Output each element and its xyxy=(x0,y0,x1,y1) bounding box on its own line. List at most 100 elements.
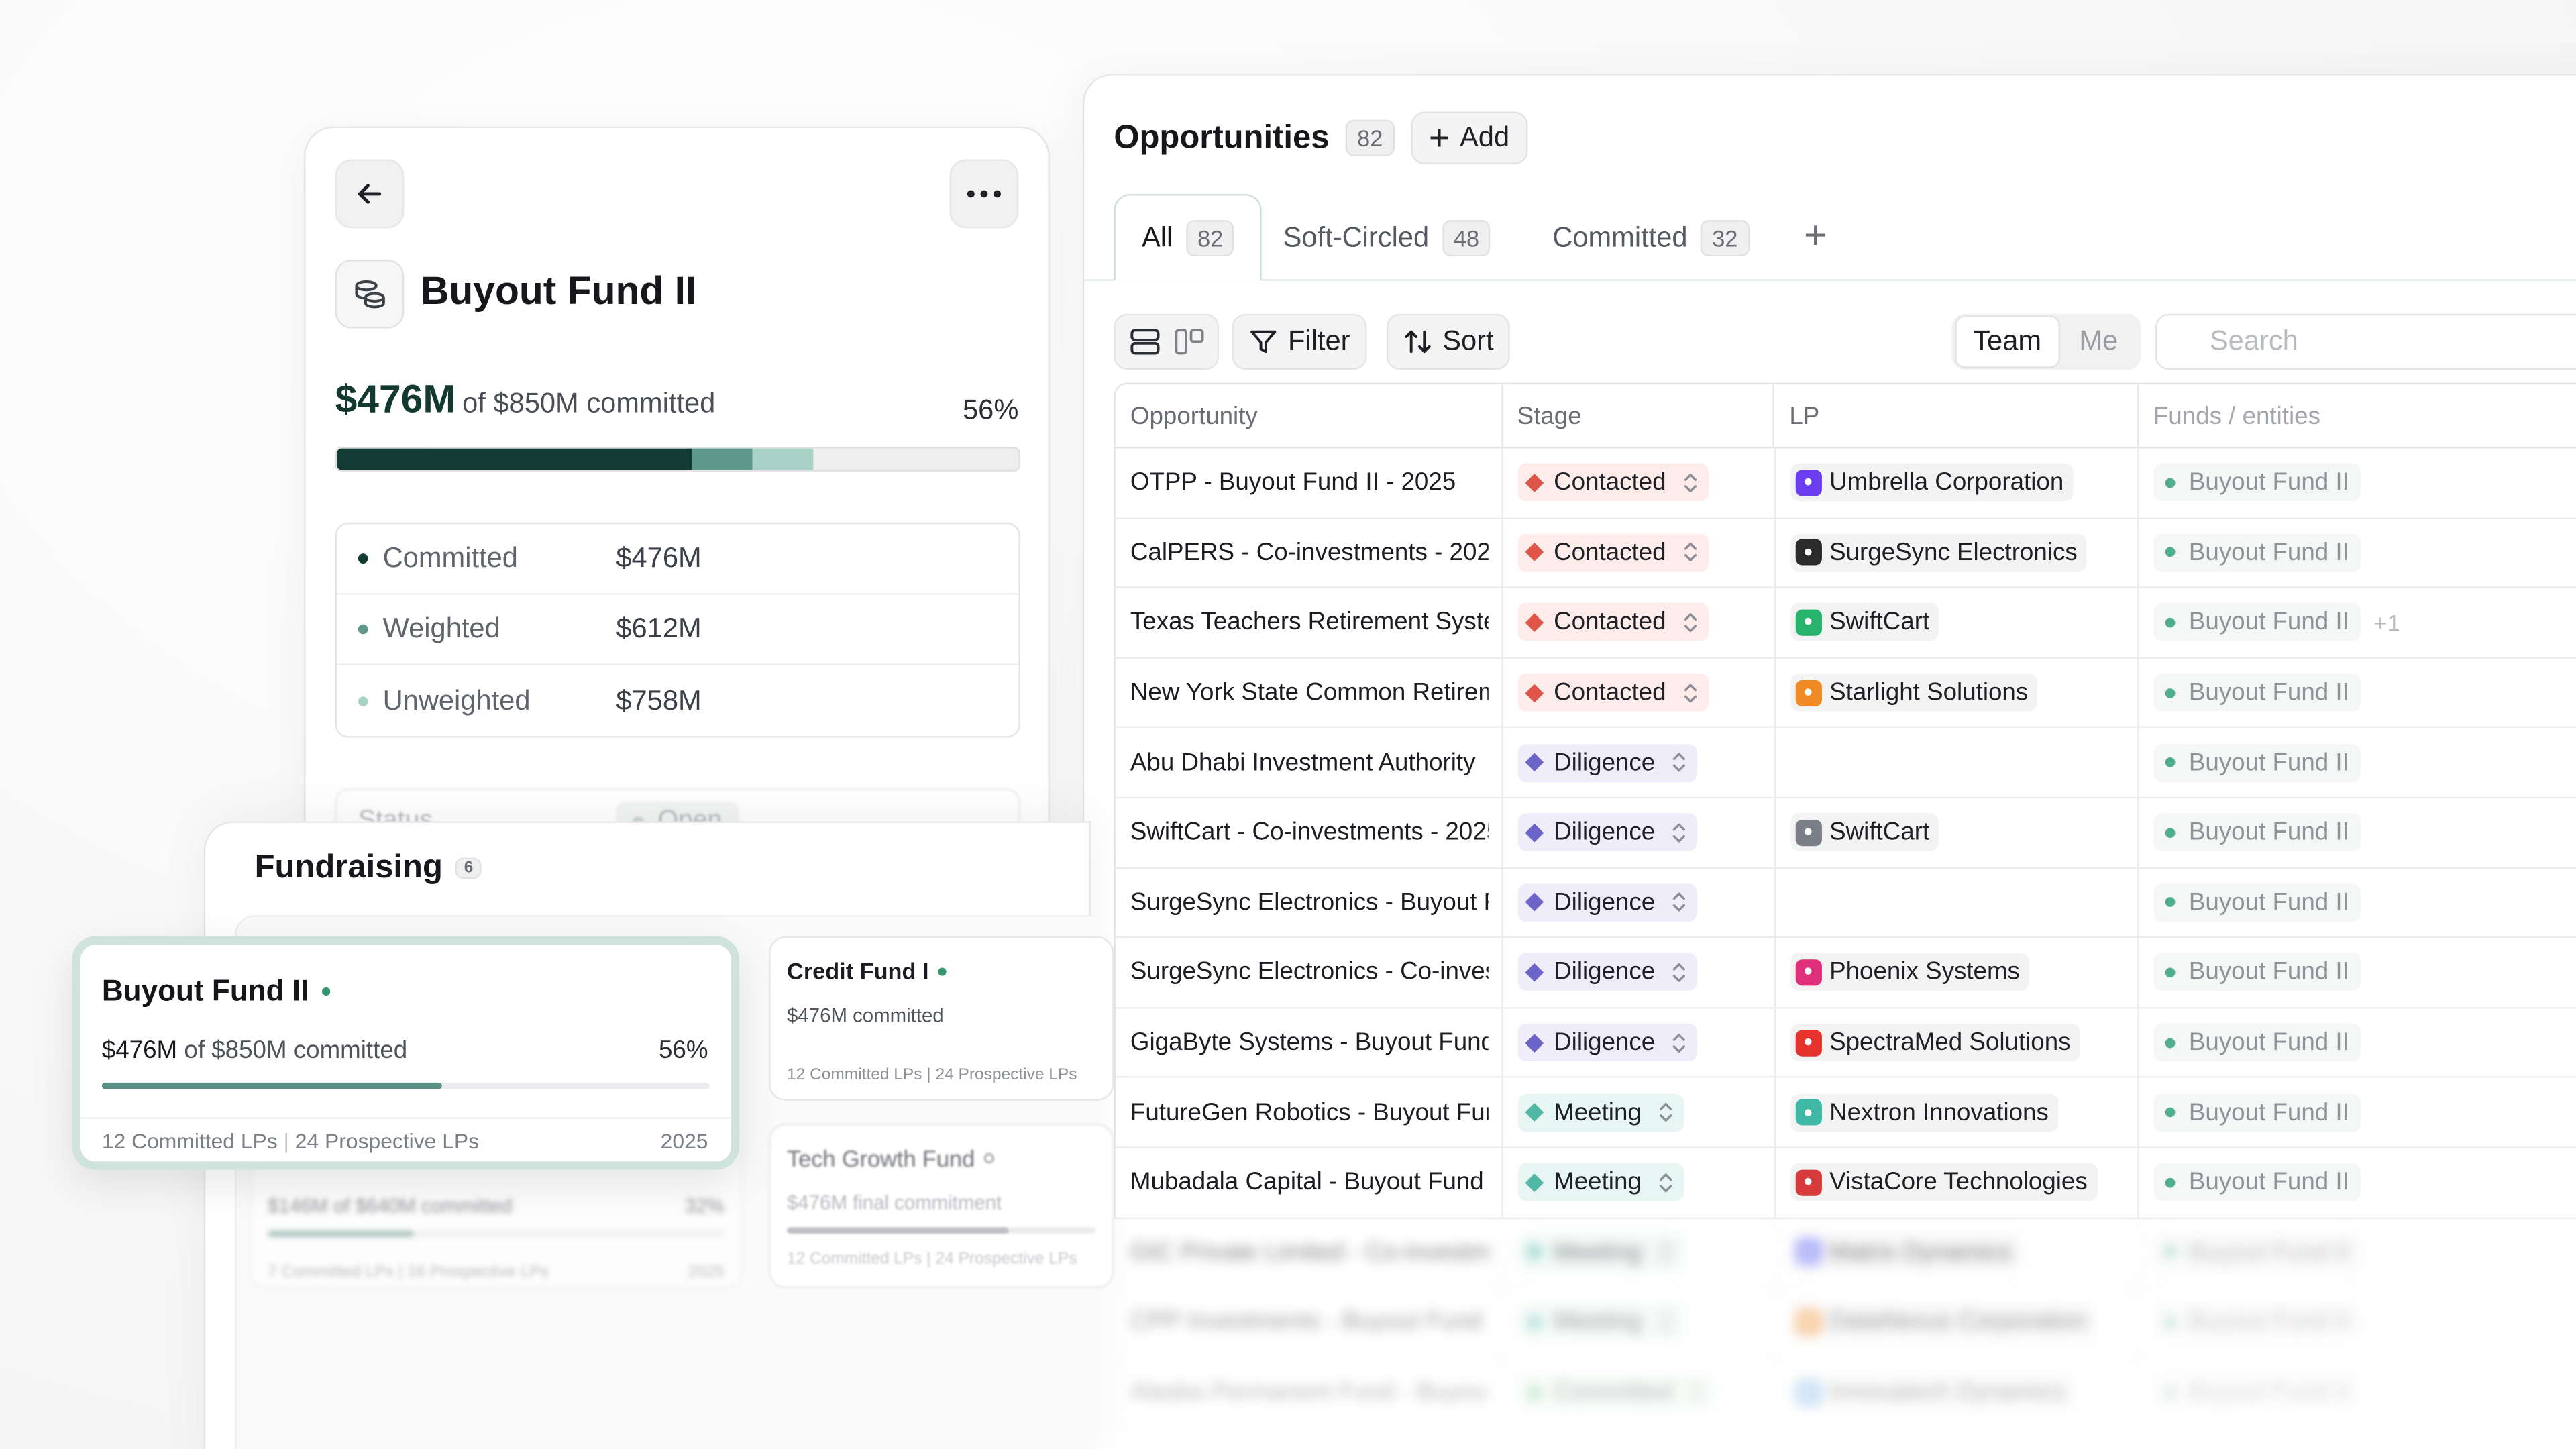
cell-opportunity[interactable]: Abu Dhabi Investment Authority xyxy=(1116,728,1503,797)
fund-tag[interactable]: Buyout Fund II xyxy=(2154,1093,2361,1132)
cell-opportunity[interactable]: CPP Investments - Buyout Fund xyxy=(1116,1288,1503,1357)
lp-tag[interactable]: ● Matrix Dynamics xyxy=(1790,1233,2022,1272)
cell-opportunity[interactable]: SurgeSync Electronics - Buyout Fund xyxy=(1116,868,1503,937)
lp-tag[interactable]: ● Starlight Solutions xyxy=(1790,674,2038,712)
table-row[interactable]: Texas Teachers Retirement System Contacte… xyxy=(1114,588,2576,659)
fund-tag[interactable]: Buyout Fund II xyxy=(2154,464,2361,502)
board-view-icon[interactable] xyxy=(1172,325,1205,358)
table-row[interactable]: OTPP - Buyout Fund II - 2025 Contacted ● Um… xyxy=(1114,448,2576,519)
lp-tag[interactable]: ● DataNexus Corporation xyxy=(1790,1303,2097,1342)
table-row[interactable]: Mubadala Capital - Buyout Fund Meeting ● Vi… xyxy=(1114,1148,2576,1218)
cell-opportunity[interactable]: GigaByte Systems - Buyout Fund xyxy=(1116,1008,1503,1077)
table-row[interactable]: CalPERS - Co-investments - 2025 Contacted… xyxy=(1114,518,2576,589)
fund-tag[interactable]: Buyout Fund II xyxy=(2154,883,2361,922)
stage-dropdown[interactable]: Contacted xyxy=(1517,464,1709,502)
team-option[interactable]: Team xyxy=(1955,315,2059,368)
lp-tag[interactable]: ● Innovatech Dynamics xyxy=(1790,1373,2076,1411)
fund-tag[interactable]: Buyout Fund II xyxy=(2154,743,2361,782)
table-row[interactable]: GigaByte Systems - Buyout Fund Diligence ●… xyxy=(1114,1008,2576,1079)
back-button[interactable] xyxy=(335,159,405,229)
me-option[interactable]: Me xyxy=(2079,325,2118,357)
cell-opportunity[interactable]: GIC Private Limited - Co-investments xyxy=(1116,1218,1503,1287)
lp-tag[interactable]: ● Nextron Innovations xyxy=(1790,1093,2059,1132)
filter-button[interactable]: Filter xyxy=(1232,313,1367,370)
table-row[interactable]: Alaska Permanent Fund - Buyout Committed ●… xyxy=(1114,1358,2576,1428)
fund-tag[interactable]: Buyout Fund II xyxy=(2154,674,2361,712)
lp-tag[interactable]: ● Phoenix Systems xyxy=(1790,953,2030,991)
stage-dropdown[interactable]: Diligence xyxy=(1517,743,1698,782)
stage-dropdown[interactable]: Diligence xyxy=(1517,813,1698,852)
fund-tag[interactable]: Buyout Fund II xyxy=(2154,533,2361,572)
stage-dropdown[interactable]: Diligence xyxy=(1517,1023,1698,1062)
fund-tag[interactable]: Buyout Fund II xyxy=(2154,603,2361,642)
column-header-stage[interactable]: Stage xyxy=(1503,384,1775,447)
stage-dropdown[interactable]: Meeting xyxy=(1517,1303,1684,1342)
table-row[interactable]: Abu Dhabi Investment Authority Diligence B… xyxy=(1114,728,2576,799)
stage-label: Committed xyxy=(1554,1378,1673,1407)
cell-opportunity[interactable]: SurgeSync Electronics - Co-investments xyxy=(1116,938,1503,1007)
fund-tag[interactable]: Buyout Fund II xyxy=(2154,1163,2361,1201)
cell-opportunity[interactable]: Texas Teachers Retirement System xyxy=(1116,588,1503,657)
cell-opportunity[interactable]: SwiftCart - Co-investments - 2025 xyxy=(1116,798,1503,867)
more-funds-count[interactable]: +1 xyxy=(2373,609,2400,636)
table-row[interactable]: CPP Investments - Buyout Fund Meeting ● Dat… xyxy=(1114,1288,2576,1358)
table-row[interactable]: SurgeSync Electronics - Buyout Fund Dilig… xyxy=(1114,868,2576,938)
stage-dropdown[interactable]: Meeting xyxy=(1517,1233,1684,1272)
stage-dropdown[interactable]: Contacted xyxy=(1517,603,1709,642)
table-row[interactable]: FutureGen Robotics - Buyout Fund Meeting ●… xyxy=(1114,1078,2576,1148)
cell-opportunity[interactable]: Mubadala Capital - Buyout Fund xyxy=(1116,1148,1503,1217)
fund-card-buyout-fund-ii[interactable]: Buyout Fund II $476M of $850M committed … xyxy=(72,936,740,1170)
fund-tag[interactable]: Buyout Fund II xyxy=(2154,1373,2361,1411)
table-row[interactable]: SurgeSync Electronics - Co-investments Di… xyxy=(1114,938,2576,1009)
tab-all[interactable]: All 82 xyxy=(1114,193,1263,281)
table-row[interactable]: New York State Common Retirement Contacte… xyxy=(1114,658,2576,729)
stage-diamond-icon xyxy=(1524,1383,1544,1402)
search-input[interactable]: Search xyxy=(2155,313,2576,370)
fund-tag[interactable]: Buyout Fund II xyxy=(2154,1023,2361,1062)
cell-opportunity[interactable]: OTPP - Buyout Fund II - 2025 xyxy=(1116,448,1503,517)
more-options-button[interactable] xyxy=(949,159,1019,229)
lp-tag[interactable]: ● VistaCore Technologies xyxy=(1790,1163,2098,1201)
fund-tag[interactable]: Buyout Fund II xyxy=(2154,813,2361,852)
fund-tag[interactable]: Buyout Fund II xyxy=(2154,1233,2361,1272)
tab-count: 82 xyxy=(1185,219,1235,256)
add-opportunity-button[interactable]: + Add xyxy=(1410,111,1528,164)
commitment-stats: Committed $476M Weighted $612M Unweighted $75… xyxy=(335,522,1020,738)
tab-soft-circled[interactable]: Soft-Circled 48 xyxy=(1283,194,1491,281)
stage-dropdown[interactable]: Contacted xyxy=(1517,674,1709,712)
progress-weighted-segment xyxy=(691,448,753,470)
sort-button[interactable]: Sort xyxy=(1386,313,1511,370)
cell-opportunity[interactable]: New York State Common Retirement xyxy=(1116,658,1503,727)
tab-committed[interactable]: Committed 32 xyxy=(1552,194,1750,281)
stage-dropdown[interactable]: Contacted xyxy=(1517,533,1709,572)
view-toggle[interactable] xyxy=(1114,313,1220,370)
lp-tag[interactable]: ● SpectraMed Solutions xyxy=(1790,1023,2081,1062)
cell-opportunity[interactable]: Alaska Permanent Fund - Buyout xyxy=(1116,1358,1503,1427)
cell-stage: Diligence xyxy=(1503,728,1776,797)
table-row[interactable]: SwiftCart - Co-investments - 2025 Diligen… xyxy=(1114,798,2576,869)
cell-funds: Buyout Fund II xyxy=(2139,868,2576,936)
fund-tag[interactable]: Buyout Fund II xyxy=(2154,953,2361,991)
lp-tag[interactable]: ● Umbrella Corporation xyxy=(1790,464,2074,502)
lp-tag[interactable]: ● SurgeSync Electronics xyxy=(1790,533,2088,572)
fund-card-tech-growth[interactable]: Tech Growth Fund $476M final commitment … xyxy=(769,1124,1114,1289)
stage-dropdown[interactable]: Diligence xyxy=(1517,883,1698,922)
fund-card-credit-fund[interactable]: Credit Fund I $476M committed 12 Committ… xyxy=(769,936,1114,1101)
stage-dropdown[interactable]: Meeting xyxy=(1517,1093,1684,1132)
stage-dropdown[interactable]: Committed xyxy=(1517,1373,1716,1411)
stage-dropdown[interactable]: Meeting xyxy=(1517,1163,1684,1201)
column-header-funds[interactable]: Funds / entities xyxy=(2153,401,2320,430)
table-row[interactable]: GIC Private Limited - Co-investments Meet… xyxy=(1114,1218,2576,1289)
column-header-lp[interactable]: LP xyxy=(1774,384,2139,447)
lp-tag[interactable]: ● SwiftCart xyxy=(1790,603,1939,642)
fund-tag[interactable]: Buyout Fund II xyxy=(2154,1303,2361,1342)
cell-opportunity[interactable]: CalPERS - Co-investments - 2025 xyxy=(1116,518,1503,587)
chevron-up-down-icon xyxy=(1684,543,1697,562)
rows-view-icon[interactable] xyxy=(1128,325,1161,358)
add-tab-icon[interactable]: + xyxy=(1803,213,1827,258)
cell-opportunity[interactable]: FutureGen Robotics - Buyout Fund xyxy=(1116,1078,1503,1147)
stage-diamond-icon xyxy=(1524,473,1544,492)
column-header-opportunity[interactable]: Opportunity xyxy=(1116,384,1503,447)
lp-tag[interactable]: ● SwiftCart xyxy=(1790,813,1939,852)
stage-dropdown[interactable]: Diligence xyxy=(1517,953,1698,991)
